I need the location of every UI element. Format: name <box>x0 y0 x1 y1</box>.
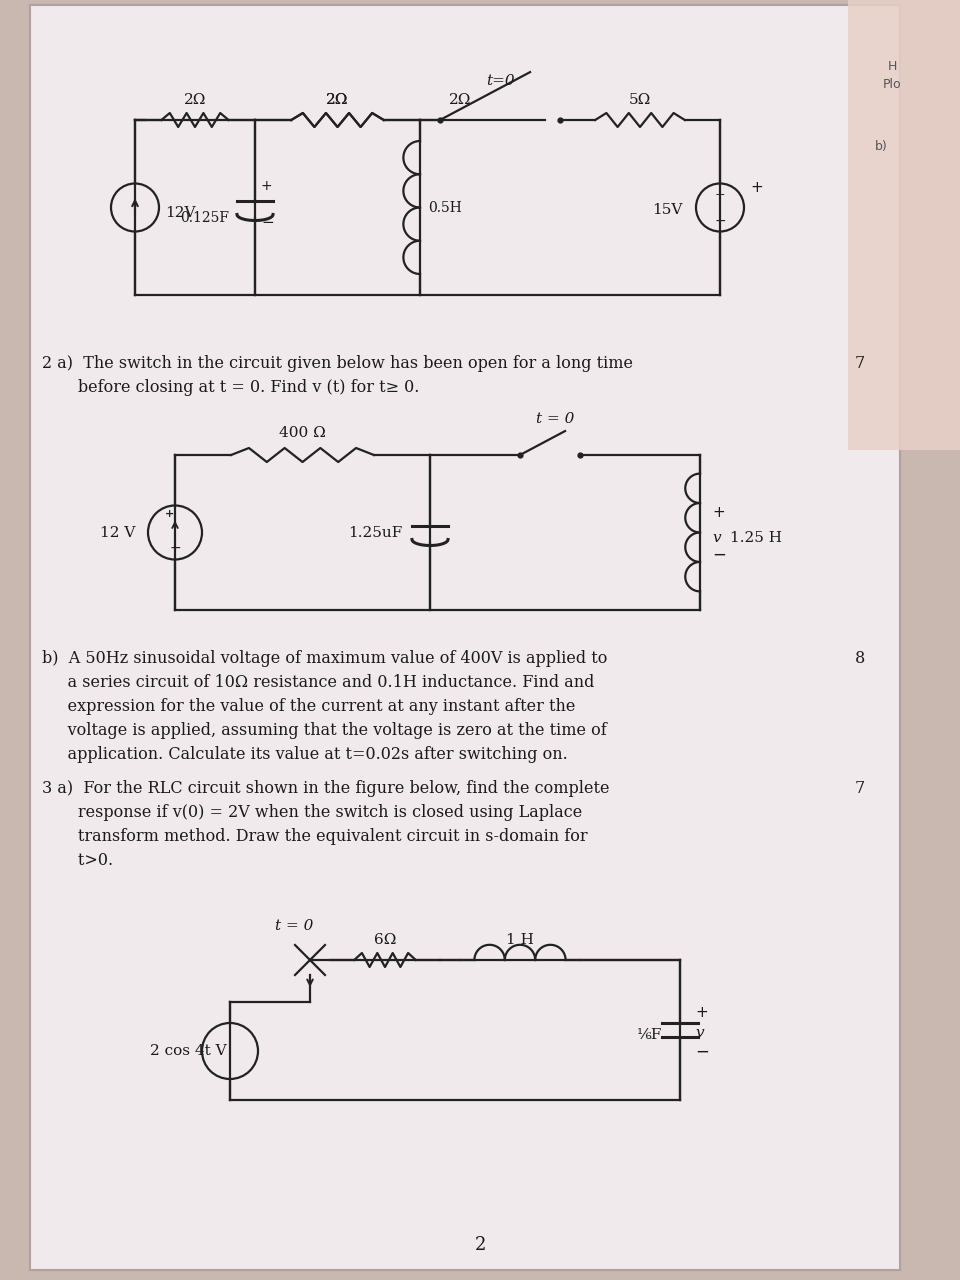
Text: t = 0: t = 0 <box>275 919 313 933</box>
Text: 6Ω: 6Ω <box>373 933 396 947</box>
Text: 0.5H: 0.5H <box>428 201 462 215</box>
Text: −: − <box>714 214 726 228</box>
Text: t=0: t=0 <box>486 74 515 88</box>
Text: 2Ω: 2Ω <box>183 93 206 108</box>
Text: 1.25uF: 1.25uF <box>348 526 402 539</box>
Text: +: + <box>712 506 725 520</box>
Text: 7: 7 <box>855 780 865 797</box>
Text: Plo: Plo <box>882 78 901 91</box>
Text: +: + <box>695 1005 708 1019</box>
Text: t = 0: t = 0 <box>536 412 574 426</box>
Text: t>0.: t>0. <box>42 852 113 869</box>
Text: −: − <box>712 545 726 563</box>
Text: v: v <box>695 1027 704 1039</box>
Text: +: + <box>750 180 763 195</box>
Text: voltage is applied, assuming that the voltage is zero at the time of: voltage is applied, assuming that the vo… <box>42 722 607 739</box>
Text: 2 cos 4t V: 2 cos 4t V <box>150 1044 227 1059</box>
Text: response if v(0) = 2V when the switch is closed using Laplace: response if v(0) = 2V when the switch is… <box>42 804 583 820</box>
Text: +: + <box>261 178 273 192</box>
Text: 1 H: 1 H <box>506 933 534 947</box>
Text: −: − <box>169 540 180 554</box>
Text: ⅙F: ⅙F <box>637 1028 662 1042</box>
Text: 2 a)  The switch in the circuit given below has been open for a long time: 2 a) The switch in the circuit given bel… <box>42 355 633 372</box>
Text: −: − <box>695 1043 708 1061</box>
Text: application. Calculate its value at t=0.02s after switching on.: application. Calculate its value at t=0.… <box>42 746 567 763</box>
Text: 2: 2 <box>474 1236 486 1254</box>
FancyBboxPatch shape <box>30 5 900 1270</box>
Text: H: H <box>887 60 897 73</box>
Text: before closing at t = 0. Find v (t) for t≥ 0.: before closing at t = 0. Find v (t) for … <box>42 379 420 396</box>
Text: 12 V: 12 V <box>100 526 135 539</box>
Text: 5Ω: 5Ω <box>629 93 651 108</box>
Text: 2Ω: 2Ω <box>449 93 471 108</box>
Text: 15V: 15V <box>652 202 682 216</box>
Text: 2Ω: 2Ω <box>326 93 348 108</box>
Text: transform method. Draw the equivalent circuit in s-domain for: transform method. Draw the equivalent ci… <box>42 828 588 845</box>
Text: expression for the value of the current at any instant after the: expression for the value of the current … <box>42 698 575 716</box>
Text: b)  A 50Hz sinusoidal voltage of maximum value of 400V is applied to: b) A 50Hz sinusoidal voltage of maximum … <box>42 650 608 667</box>
Text: 3 a)  For the RLC circuit shown in the figure below, find the complete: 3 a) For the RLC circuit shown in the fi… <box>42 780 610 797</box>
Text: a series circuit of 10Ω resistance and 0.1H inductance. Find and: a series circuit of 10Ω resistance and 0… <box>42 675 594 691</box>
Text: 8: 8 <box>855 650 865 667</box>
Text: +: + <box>714 188 726 201</box>
Text: +: + <box>165 508 175 518</box>
Text: −: − <box>261 215 274 230</box>
FancyBboxPatch shape <box>848 0 960 451</box>
Text: b): b) <box>875 140 888 154</box>
Text: 1.25 H: 1.25 H <box>730 530 782 544</box>
Text: 0.125F: 0.125F <box>180 210 229 224</box>
Text: 400 Ω: 400 Ω <box>279 426 325 440</box>
Text: v: v <box>712 530 721 544</box>
Text: 2Ω: 2Ω <box>326 93 348 108</box>
Text: 12V: 12V <box>165 206 196 219</box>
Text: 7: 7 <box>855 355 865 372</box>
